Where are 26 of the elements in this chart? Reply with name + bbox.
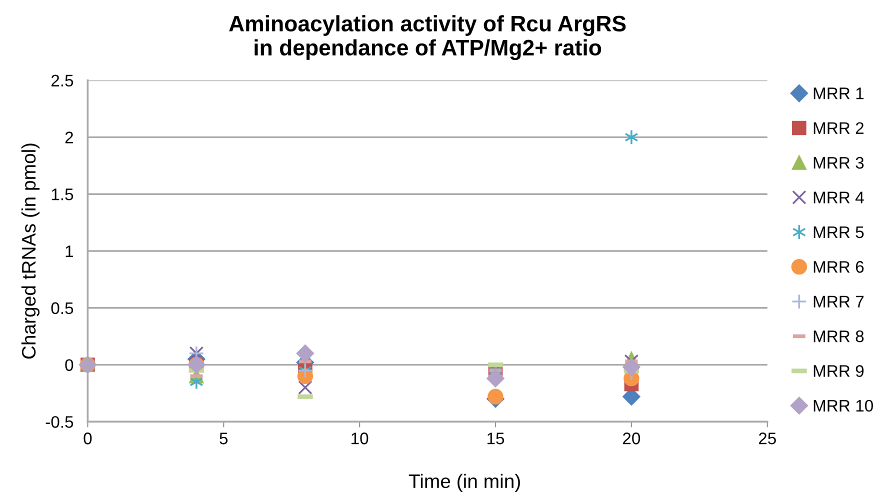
y-tick-label: 0 <box>65 359 74 371</box>
legend-label: MRR 4 <box>814 192 864 204</box>
x-tick-label: 0 <box>84 432 92 444</box>
legend-label: MRR 3 <box>814 156 864 169</box>
chart-title: Aminoacylation activity of Rcu ArgRS in dependance of ATP/Mg2+ ratio <box>229 15 626 60</box>
y-tick-label: 1 <box>66 246 73 258</box>
x-tick-label: 15 <box>488 432 504 444</box>
x-tick-label: 20 <box>623 432 640 444</box>
x-tick-label: 25 <box>758 432 776 444</box>
legend-label: MRR 8 <box>814 330 864 342</box>
x-tick-label: 10 <box>352 432 368 444</box>
y-tick-label: 0.5 <box>51 302 74 314</box>
legend-label: MRR 1 <box>814 88 864 100</box>
legend-label: MRR 5 <box>814 226 864 238</box>
y-tick-label: 2 <box>65 132 73 144</box>
legend-label: MRR 6 <box>814 261 864 273</box>
legend-label: MRR 2 <box>814 122 864 134</box>
y-tick-label: 1.5 <box>52 188 74 200</box>
x-tick-label: 5 <box>220 432 228 444</box>
legend-label: MRR 9 <box>814 365 864 377</box>
legend-label: MRR 10 <box>814 400 873 412</box>
y-tick-label: 2.5 <box>51 74 74 87</box>
legend-label: MRR 7 <box>814 296 864 308</box>
x-axis-title: Time (in min) <box>408 474 520 492</box>
y-tick-label: -0.5 <box>46 416 74 428</box>
y-axis-title: Charged tRNAs (in pmol) <box>21 144 40 359</box>
